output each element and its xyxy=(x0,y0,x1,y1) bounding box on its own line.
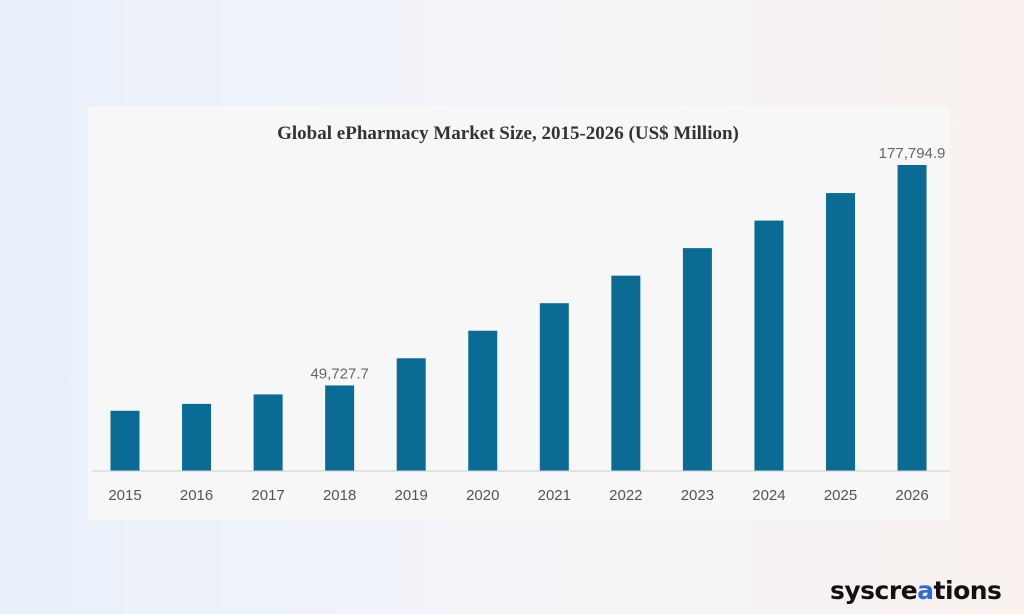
x-tick-2026: 2026 xyxy=(895,487,928,504)
bar-2021 xyxy=(539,303,569,471)
chart-card: Global ePharmacy Market Size, 2015-2026 … xyxy=(88,106,950,520)
brand-suffix: tions xyxy=(933,575,1002,605)
bar-2019 xyxy=(396,358,426,471)
data-label-2018: 49,727.7 xyxy=(310,365,368,382)
x-tick-2015: 2015 xyxy=(108,487,141,504)
x-tick-2016: 2016 xyxy=(180,487,213,504)
bar-2020 xyxy=(468,330,498,471)
bars-group xyxy=(110,165,927,472)
x-tick-2019: 2019 xyxy=(395,487,428,504)
data-labels: 49,727.7 177,794.9 xyxy=(310,145,945,382)
brand-prefix: syscre xyxy=(830,575,918,605)
bar-2017 xyxy=(253,394,283,471)
x-tick-2020: 2020 xyxy=(466,487,499,504)
x-tick-2018: 2018 xyxy=(323,487,356,504)
x-tick-2021: 2021 xyxy=(538,487,571,504)
bar-2023 xyxy=(682,248,712,471)
bar-2022 xyxy=(611,275,641,471)
bar-2024 xyxy=(754,220,784,471)
chart-title: Global ePharmacy Market Size, 2015-2026 … xyxy=(277,123,739,144)
x-tick-2022: 2022 xyxy=(609,487,642,504)
x-tick-2025: 2025 xyxy=(824,487,857,504)
x-tick-2017: 2017 xyxy=(251,487,284,504)
bar-2025 xyxy=(826,193,855,472)
bar-2018 xyxy=(325,385,355,471)
x-tick-labels: 2015 2016 2017 2018 2019 2020 2021 2022 2023 2024… xyxy=(108,487,928,504)
brand-logo: syscre a tions xyxy=(830,572,1002,608)
x-tick-2023: 2023 xyxy=(681,487,714,504)
data-label-2026: 177,794.9 xyxy=(879,145,946,162)
x-tick-2024: 2024 xyxy=(752,487,785,504)
bar-2026 xyxy=(897,165,927,471)
bar-2015 xyxy=(110,410,140,471)
bar-2016 xyxy=(182,403,212,471)
brand-accent: a xyxy=(917,575,934,605)
bar-chart: Global ePharmacy Market Size, 2015-2026 … xyxy=(92,123,950,504)
